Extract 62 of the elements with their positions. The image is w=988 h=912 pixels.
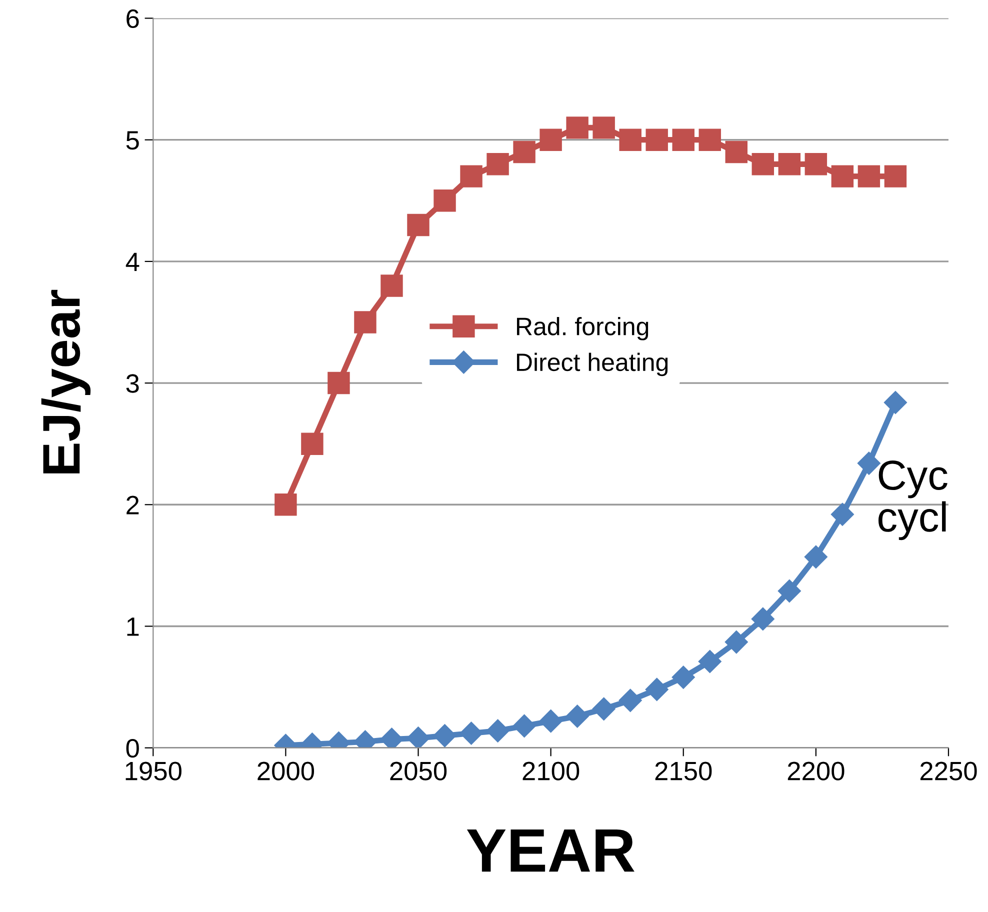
point [830, 502, 854, 526]
point [698, 128, 721, 151]
point [433, 724, 456, 748]
point [566, 116, 588, 139]
point [672, 666, 695, 689]
point [831, 165, 854, 188]
point [804, 153, 828, 176]
x-tick-label: 2050 [390, 762, 447, 780]
y-tick-label: 3 [126, 374, 139, 393]
annotation: Cyc cycl [878, 460, 948, 540]
point [645, 678, 668, 701]
y-tick-label: 2 [126, 496, 139, 514]
x-axis-title: YEAR [466, 830, 634, 872]
point [354, 311, 376, 334]
point [380, 274, 403, 297]
point [566, 704, 589, 728]
point [301, 432, 324, 455]
point [884, 391, 907, 414]
point [540, 128, 562, 151]
x-tick-label: 2000 [258, 762, 314, 780]
point [672, 128, 694, 151]
point [460, 722, 483, 745]
legend-label: Direct heating [516, 352, 668, 376]
x-tick-label: 2150 [655, 762, 712, 780]
point [407, 214, 430, 236]
point [724, 630, 748, 654]
point [857, 452, 880, 475]
point [539, 710, 562, 733]
y-tick-label: 0 [126, 738, 139, 758]
point [646, 128, 668, 151]
point [486, 719, 510, 742]
point [804, 545, 828, 568]
point [751, 607, 774, 630]
point [274, 494, 297, 516]
y-tick-label: 1 [127, 618, 139, 636]
point [725, 140, 748, 164]
point [406, 726, 430, 748]
point [778, 153, 801, 176]
point [434, 190, 456, 212]
point [328, 372, 350, 394]
point [858, 165, 880, 188]
point [512, 714, 536, 738]
point [460, 165, 482, 188]
point [698, 650, 722, 673]
point [752, 153, 774, 176]
x-tick-label: 1950 [126, 762, 182, 780]
point [486, 153, 509, 176]
x-tick-label: 2200 [788, 762, 844, 780]
x-tick-label: 2250 [920, 762, 977, 780]
y-axis-title: EJ/year [41, 290, 91, 474]
point [618, 688, 642, 712]
point [778, 579, 801, 602]
point [884, 165, 907, 188]
point [513, 140, 536, 164]
y-tick-label: 6 [126, 9, 139, 28]
point [592, 116, 615, 139]
legend-label: Rad. forcing [516, 317, 648, 340]
x-tick-label: 2100 [522, 762, 580, 780]
y-tick-label: 4 [126, 252, 140, 271]
point [592, 697, 616, 720]
y-tick-label: 5 [126, 131, 139, 150]
point [619, 128, 642, 151]
